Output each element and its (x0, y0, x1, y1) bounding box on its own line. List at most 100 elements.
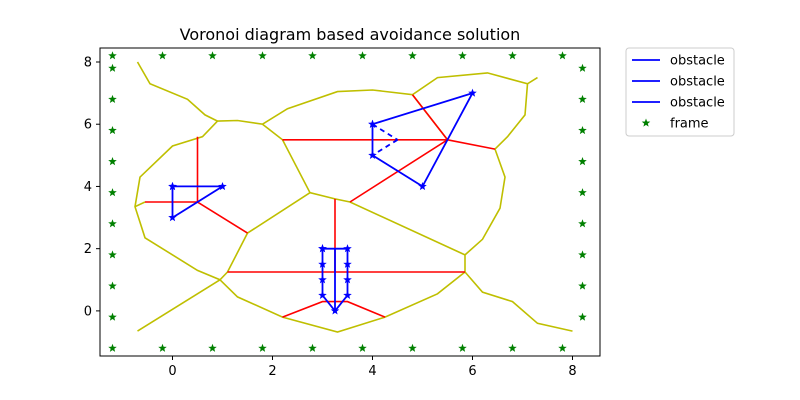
legend: obstacle obstacle obstacle frame (625, 47, 735, 137)
frame-point-marker (508, 51, 517, 60)
frame-point-marker (258, 51, 267, 60)
obstacle-3 (318, 244, 352, 315)
frame-point-marker (308, 51, 317, 60)
obstacle-vertex-marker (330, 306, 340, 315)
frame-point-marker (408, 51, 417, 60)
obstacle-dashed-edge (372, 123, 398, 141)
y-tick-label: 6 (84, 118, 92, 133)
legend-label: obstacle (670, 54, 725, 69)
frame-point-marker (158, 343, 167, 352)
avoidance-path (145, 94, 496, 318)
frame-point-marker (578, 250, 587, 259)
obstacle-vertex-marker (343, 259, 352, 268)
voronoi-edges (134, 61, 573, 333)
obstacle-vertex-marker (343, 275, 352, 284)
obstacle-vertex-marker (368, 150, 377, 159)
x-tick-label: 6 (468, 364, 476, 379)
path-edge (447, 139, 496, 150)
frame-point-marker (458, 343, 467, 352)
frame-point-marker (208, 343, 217, 352)
legend-box (625, 47, 735, 137)
legend-label: obstacle (670, 75, 725, 90)
legend-entry: obstacle (632, 54, 725, 69)
frame-point-marker (108, 312, 117, 321)
frame-point-marker (258, 343, 267, 352)
frame-points (108, 51, 587, 352)
voronoi-edge (464, 83, 573, 332)
legend-label: obstacle (670, 96, 725, 111)
frame-point-marker (158, 51, 167, 60)
obstacle-dashed-edge (372, 139, 398, 157)
frame-point-marker (308, 343, 317, 352)
obstacles (168, 88, 477, 315)
voronoi-edge (137, 279, 221, 332)
voronoi-edge (134, 120, 229, 281)
frame-point-marker (108, 51, 117, 60)
voronoi-edge (226, 192, 311, 273)
y-tick-label: 4 (84, 180, 92, 195)
frame-point-marker (578, 157, 587, 166)
frame-point-marker (408, 343, 417, 352)
frame-point-marker (558, 343, 567, 352)
obstacle-vertex-marker (368, 119, 377, 128)
frame-point-marker (358, 343, 367, 352)
frame-point-marker (578, 94, 587, 103)
obstacle-1 (168, 181, 227, 222)
frame-point-marker (508, 343, 517, 352)
x-tick-label: 4 (368, 364, 376, 379)
legend-label: frame (670, 117, 709, 132)
legend-entry: frame (641, 117, 709, 132)
y-tick-label: 8 (84, 56, 92, 71)
y-tick-label: 2 (84, 242, 92, 257)
legend-entry: obstacle (632, 96, 725, 111)
obstacle-vertex-marker (168, 213, 177, 222)
obstacle-vertex-marker (318, 275, 327, 284)
frame-point-marker (108, 250, 117, 259)
frame-point-marker (108, 281, 117, 290)
obstacle-outline (321, 247, 349, 313)
obstacle-vertex-marker (343, 244, 352, 253)
frame-point-marker (208, 51, 217, 60)
frame-point-marker (108, 157, 117, 166)
frame-point-marker (458, 51, 467, 60)
frame-point-marker (108, 343, 117, 352)
frame-point-marker (108, 94, 117, 103)
voronoi-edge (262, 123, 466, 256)
frame-point-marker (578, 63, 587, 72)
obstacle-vertex-marker (418, 181, 427, 191)
voronoi-edge (136, 61, 218, 122)
frame-point-marker (578, 219, 587, 228)
obstacle-2 (368, 88, 477, 191)
y-tick-label: 0 (84, 304, 92, 319)
x-axis: 0 2 4 6 8 (168, 356, 577, 379)
frame-point-marker (108, 188, 117, 197)
frame-point-marker (578, 312, 587, 321)
x-tick-label: 2 (268, 364, 276, 379)
obstacle-vertex-marker (343, 290, 352, 299)
path-edge (349, 94, 449, 203)
frame-point-marker (578, 281, 587, 290)
chart-title: Voronoi diagram based avoidance solution (180, 25, 521, 44)
plot-area (108, 51, 587, 352)
frame-point-marker (108, 219, 117, 228)
frame-point-marker (108, 63, 117, 72)
legend-star-swatch (641, 118, 651, 127)
frame-point-marker (108, 125, 117, 135)
y-axis: 0 2 4 6 8 (84, 56, 100, 319)
obstacle-vertex-marker (468, 88, 477, 97)
x-tick-label: 8 (568, 364, 576, 379)
x-tick-label: 0 (168, 364, 176, 379)
frame-point-marker (578, 188, 587, 197)
obstacle-vertex-marker (318, 290, 327, 299)
obstacle-vertex-marker (318, 259, 327, 268)
axes-frame (99, 47, 601, 357)
obstacle-outline (171, 185, 226, 220)
obstacle-vertex-marker (168, 181, 177, 191)
frame-point-marker (358, 51, 367, 60)
frame-point-marker (558, 51, 567, 60)
frame-point-marker (578, 125, 587, 135)
voronoi-edge (217, 72, 538, 126)
obstacle-vertex-marker (218, 181, 227, 191)
legend-entry: obstacle (632, 75, 725, 90)
